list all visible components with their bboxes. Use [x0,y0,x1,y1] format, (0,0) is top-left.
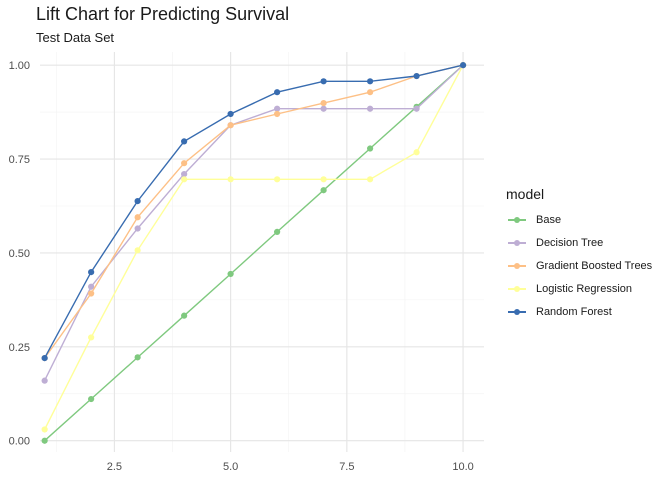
data-point-decision-tree [41,377,48,384]
data-point-base [88,395,95,403]
data-point-decision-tree [320,105,327,112]
data-point-base [181,312,188,319]
data-point-gradient-boosted-trees [181,160,188,167]
legend-label: Gradient Boosted Trees [536,259,653,272]
legend-label: Random Forest [536,305,612,318]
series-line-base [44,64,464,442]
y-tick-label: 0.75 [9,154,30,166]
legend-title: model [506,186,545,202]
data-point-logistic-regression [181,176,188,183]
data-point-logistic-regression [88,334,95,341]
legend-key [506,215,528,225]
data-point-decision-tree [88,283,95,290]
x-tick-label: 5.0 [223,461,238,473]
data-point-random-forest [41,355,48,362]
data-point-random-forest [88,268,95,276]
x-tick-label: 10.0 [452,461,473,473]
series-line-gradient-boosted-trees [44,64,464,359]
series-line-decision-tree [43,64,464,381]
legend-item-base: Base [506,208,652,231]
data-point-base [41,437,48,444]
data-point-logistic-regression [41,426,48,433]
data-point-random-forest [181,138,188,145]
data-point-random-forest [413,72,420,80]
data-point-logistic-regression [366,176,374,183]
data-point-gradient-boosted-trees [274,110,281,118]
data-point-logistic-regression [413,149,420,156]
x-tick-label: 2.5 [107,461,122,473]
data-point-gradient-boosted-trees [88,290,95,297]
data-point-gradient-boosted-trees [227,122,234,129]
legend-item-gradient-boosted-trees: Gradient Boosted Trees [506,254,652,277]
data-point-base [227,270,234,278]
legend-label: Base [536,213,562,226]
data-point-decision-tree [274,105,281,112]
data-point-base [134,354,141,361]
data-point-logistic-regression [134,247,141,254]
data-point-base [274,228,281,236]
legend: model Base Decision Tree Gradient Booste… [506,186,652,323]
data-point-random-forest [366,78,374,85]
legend-label: Decision Tree [536,236,604,249]
legend-key [506,238,528,248]
data-point-decision-tree [134,225,141,232]
y-tick-label: 0.50 [9,248,30,260]
data-point-decision-tree [181,170,188,178]
y-tick-label: 0.25 [9,342,30,354]
legend-item-decision-tree: Decision Tree [506,231,652,254]
chart-title: Lift Chart for Predicting Survival [36,4,290,24]
data-point-random-forest [227,110,234,118]
data-point-logistic-regression [320,176,327,183]
data-point-gradient-boosted-trees [134,214,141,221]
data-point-random-forest [134,198,141,205]
legend-item-random-forest: Random Forest [506,300,652,323]
data-point-gradient-boosted-trees [366,89,374,96]
legend-label: Logistic Regression [536,282,632,295]
data-point-decision-tree [366,105,374,112]
data-point-random-forest [320,78,327,85]
data-point-gradient-boosted-trees [320,99,327,107]
series-line-logistic-regression [43,64,464,430]
data-point-decision-tree [413,105,420,112]
legend-key [506,284,528,294]
data-point-random-forest [459,62,467,69]
legend-key [506,307,528,317]
y-tick-label: 0.00 [9,436,30,448]
y-tick-label: 1.00 [9,60,30,72]
data-point-logistic-regression [274,176,281,183]
chart-subtitle: Test Data Set [36,30,115,45]
data-point-base [320,187,327,194]
data-point-base [366,145,374,152]
data-point-random-forest [274,89,281,96]
x-tick-label: 7.5 [339,461,354,473]
data-point-logistic-regression [227,176,234,183]
legend-item-logistic-regression: Logistic Regression [506,277,652,300]
legend-key [506,261,528,271]
series-line-random-forest [43,64,464,359]
